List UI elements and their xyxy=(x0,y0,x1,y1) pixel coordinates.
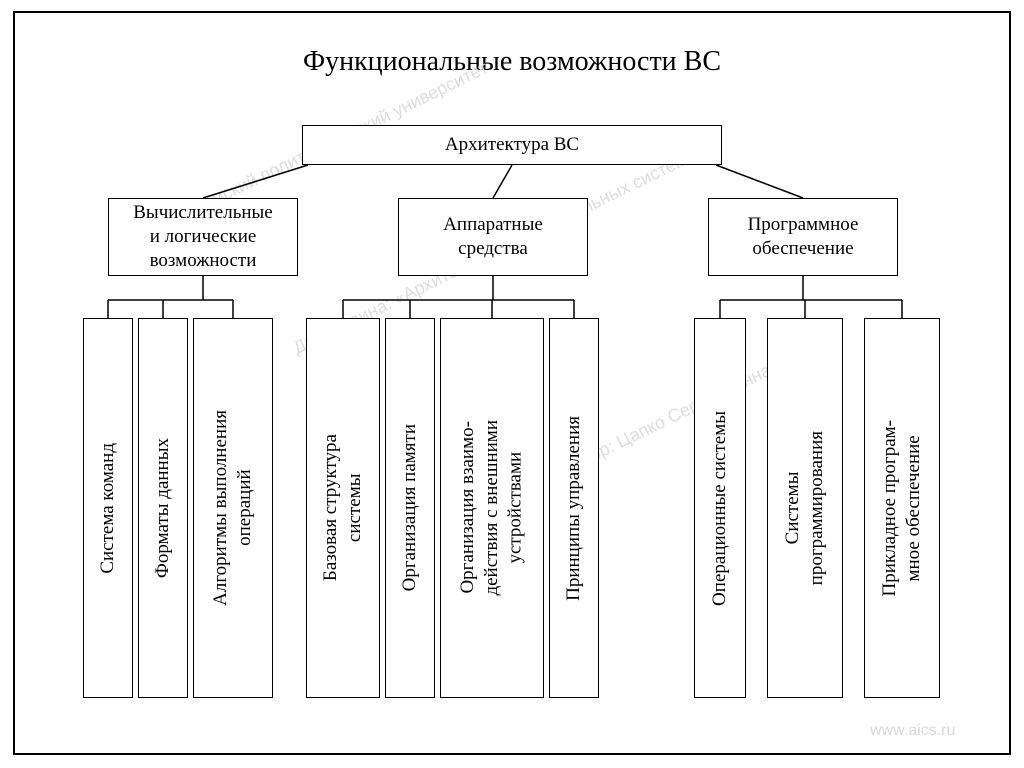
node-software-label: Программное обеспечение xyxy=(748,213,859,261)
leaf-2: Алгоритмы выполнения операций xyxy=(193,318,273,698)
leaf-5-label: Организация взаимо- действия с внешними … xyxy=(456,420,527,596)
node-hardware: Аппаратные средства xyxy=(398,198,588,276)
leaf-7: Операционные системы xyxy=(694,318,746,698)
node-hardware-label: Аппаратные средства xyxy=(443,213,543,261)
leaf-1-label: Форматы данных xyxy=(151,438,175,578)
leaf-6: Принципы управления xyxy=(549,318,599,698)
leaf-8: Системы программирования xyxy=(767,318,843,698)
leaf-4: Организация памяти xyxy=(385,318,435,698)
leaf-9-label: Прикладное програм- мное обеспечение xyxy=(878,420,926,597)
leaf-0: Система команд xyxy=(83,318,133,698)
leaf-3-label: Базовая структура системы xyxy=(319,434,367,581)
node-logic: Вычислительные и логические возможности xyxy=(108,198,298,276)
leaf-0-label: Система команд xyxy=(96,443,120,574)
leaf-6-label: Принципы управления xyxy=(562,416,586,601)
diagram-title: Функциональные возможности ВС xyxy=(0,46,1024,78)
node-root: Архитектура ВС xyxy=(302,125,722,165)
node-logic-label: Вычислительные и логические возможности xyxy=(133,201,273,272)
node-software: Программное обеспечение xyxy=(708,198,898,276)
leaf-8-label: Системы программирования xyxy=(781,431,829,585)
leaf-5: Организация взаимо- действия с внешними … xyxy=(440,318,544,698)
leaf-7-label: Операционные системы xyxy=(708,411,732,606)
leaf-4-label: Организация памяти xyxy=(398,424,422,591)
leaf-9: Прикладное програм- мное обеспечение xyxy=(864,318,940,698)
leaf-3: Базовая структура системы xyxy=(306,318,380,698)
leaf-1: Форматы данных xyxy=(138,318,188,698)
footer-watermark: www.aics.ru xyxy=(870,722,955,740)
leaf-2-label: Алгоритмы выполнения операций xyxy=(209,410,257,606)
node-root-label: Архитектура ВС xyxy=(445,133,579,157)
